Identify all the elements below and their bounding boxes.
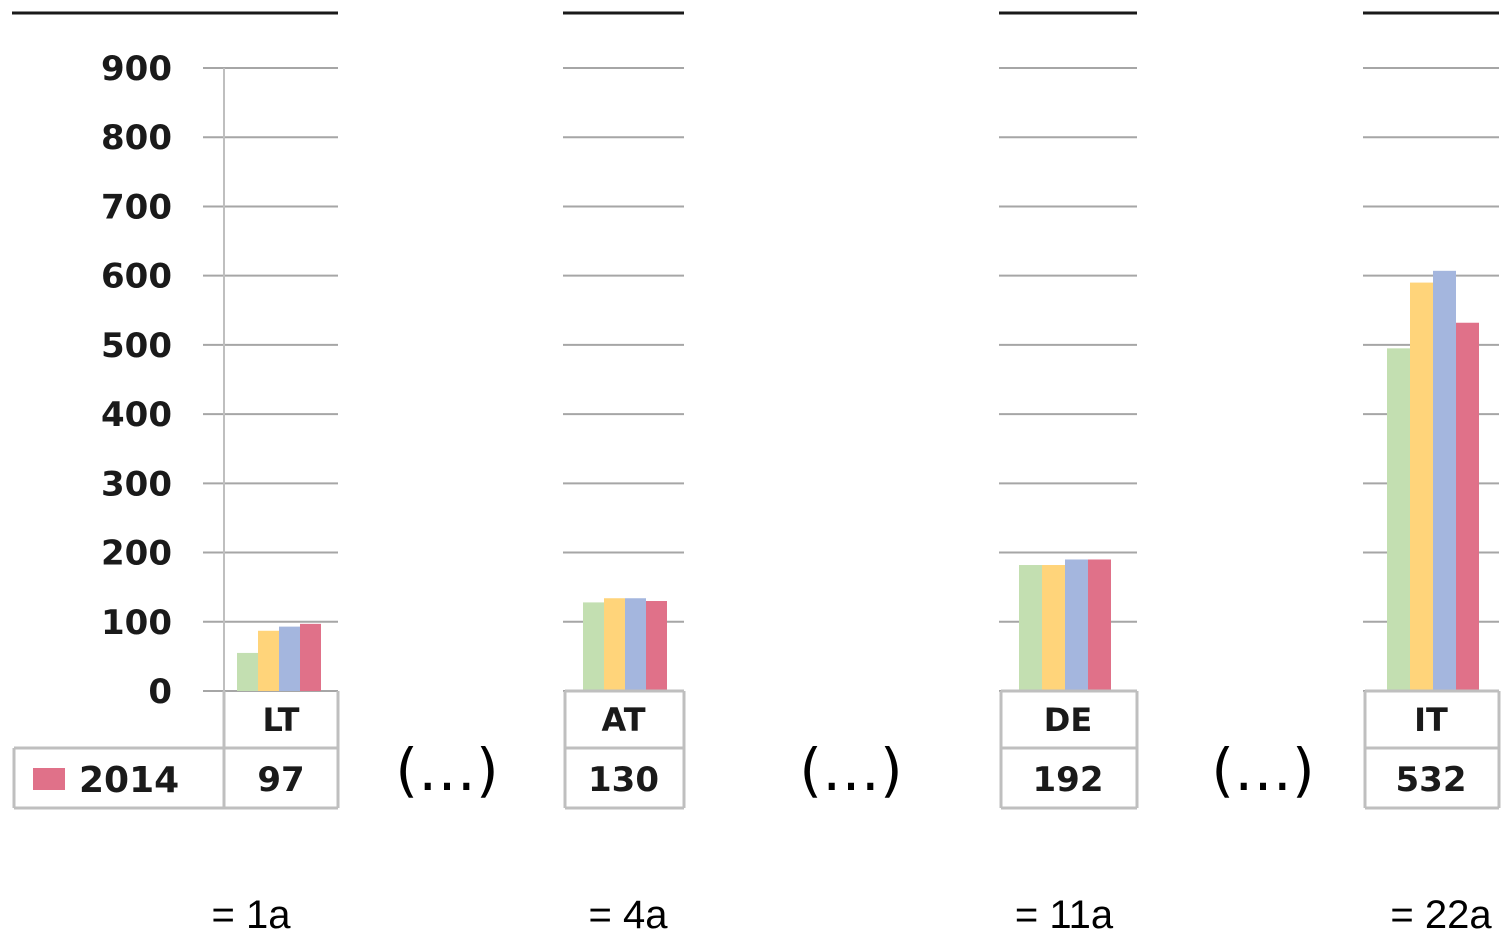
rank-note: = 11a [1015, 893, 1114, 932]
bar [1387, 348, 1410, 691]
y-tick-label: 100 [101, 603, 172, 643]
ellipsis-separator: (…) [1211, 736, 1314, 804]
legend-swatch [33, 768, 65, 790]
y-tick-label: 600 [101, 257, 172, 297]
bar [1019, 565, 1042, 691]
bar [279, 626, 300, 691]
data-table [12, 689, 1501, 810]
table-value: 97 [257, 760, 304, 800]
bar [300, 623, 321, 691]
category-label: AT [601, 701, 645, 739]
bar [1042, 565, 1065, 691]
ellipsis-separator: (…) [799, 736, 902, 804]
rank-note: = 1a [212, 893, 292, 932]
table-value: 130 [588, 760, 659, 800]
y-tick-label: 0 [148, 672, 172, 712]
bar [237, 652, 258, 691]
bar [1433, 270, 1456, 691]
category-label: LT [263, 701, 300, 739]
labels: 900 800 700 600 500 400 300 200 100 0 LT 97 AT 130 DE 1… [79, 49, 1492, 932]
gridlines [12, 11, 1499, 692]
bar [258, 630, 279, 691]
bar [1456, 322, 1479, 691]
y-tick-label: 700 [101, 187, 172, 227]
rank-note: = 4a [589, 893, 669, 932]
bars [237, 270, 1479, 691]
rank-note: = 22a [1390, 893, 1492, 932]
category-label: DE [1044, 701, 1092, 739]
y-tick-label: 900 [101, 49, 172, 89]
ellipsis-separator: (…) [395, 736, 498, 804]
y-tick-label: 500 [101, 326, 172, 366]
category-label: IT [1414, 701, 1448, 739]
y-tick-label: 300 [101, 464, 172, 504]
bar [604, 598, 625, 691]
legend-label: 2014 [79, 760, 179, 801]
bar [583, 602, 604, 691]
bar [1065, 559, 1088, 691]
bar [625, 598, 646, 691]
bar [1088, 559, 1111, 691]
y-tick-label: 800 [101, 118, 172, 158]
table-value: 532 [1396, 760, 1467, 800]
y-tick-label: 200 [101, 534, 172, 574]
bar [1410, 282, 1433, 691]
table-value: 192 [1033, 760, 1104, 800]
bar [646, 601, 667, 691]
y-tick-label: 400 [101, 395, 172, 435]
